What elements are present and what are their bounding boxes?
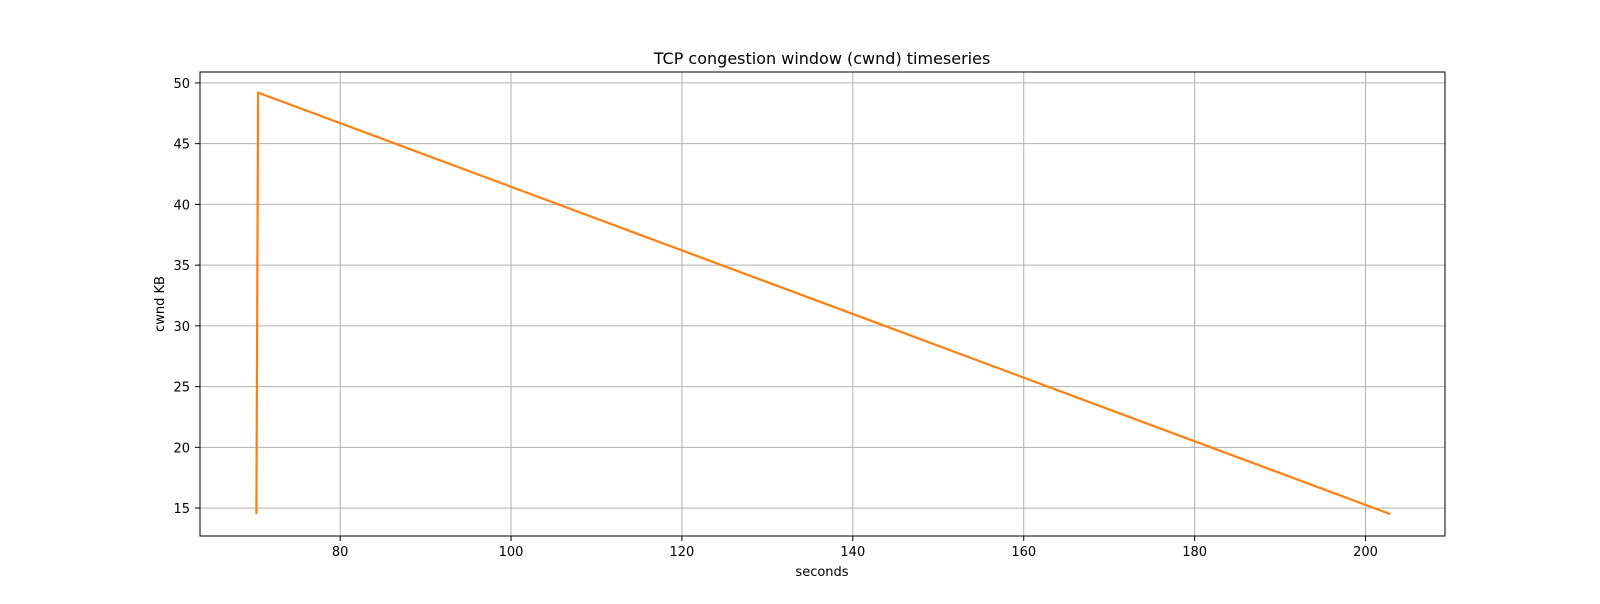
cwnd-series-line — [255, 91, 1391, 516]
y-tick-label: 40 — [173, 198, 190, 213]
grid-lines — [200, 72, 1445, 536]
series-lines — [255, 91, 1391, 516]
x-tick-label: 160 — [1011, 545, 1036, 560]
x-tick-label: 80 — [332, 545, 349, 560]
x-axis-ticks: 80 100 120 140 160 180 200 — [332, 536, 1378, 560]
x-tick-label: 100 — [499, 545, 524, 560]
plot-area-frame — [199, 71, 1446, 537]
y-tick-label: 15 — [173, 502, 190, 517]
chart-title: TCP congestion window (cwnd) timeseries — [653, 49, 991, 68]
y-axis-label: cwnd KB — [153, 276, 168, 332]
y-tick-label: 30 — [173, 320, 190, 335]
y-axis-ticks: 15 20 25 30 35 40 45 50 — [173, 77, 200, 517]
x-tick-label: 140 — [840, 545, 865, 560]
x-tick-label: 120 — [670, 545, 695, 560]
y-tick-label: 35 — [173, 259, 190, 274]
x-axis-label: seconds — [795, 565, 848, 580]
y-tick-label: 45 — [173, 138, 190, 153]
x-tick-label: 180 — [1182, 545, 1207, 560]
y-tick-label: 25 — [173, 381, 190, 396]
y-tick-label: 20 — [173, 441, 190, 456]
x-tick-label: 200 — [1353, 545, 1378, 560]
y-tick-label: 50 — [173, 77, 190, 92]
